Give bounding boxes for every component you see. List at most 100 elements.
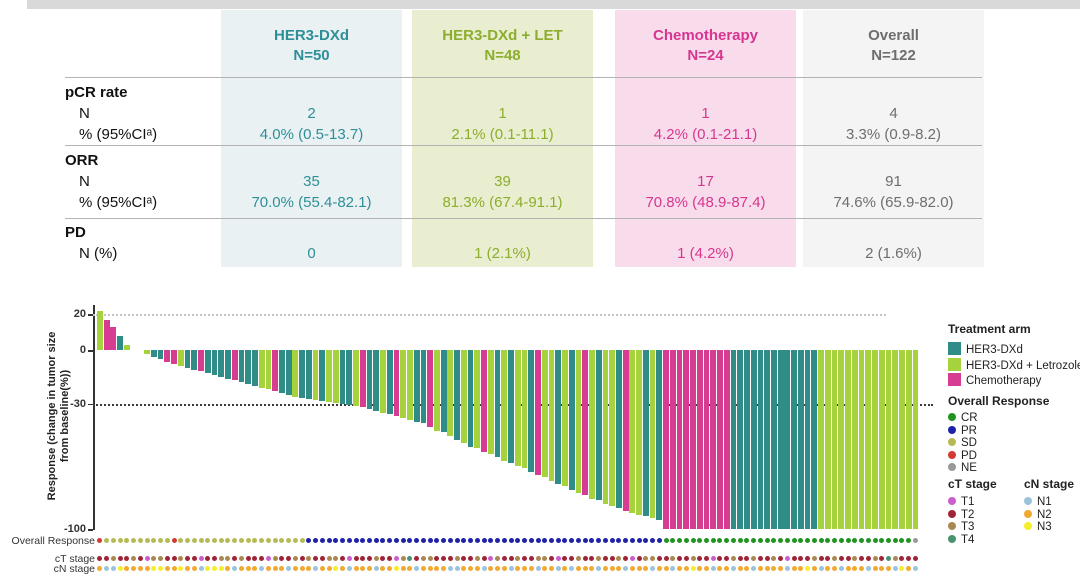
track-dot bbox=[481, 538, 487, 543]
track-dot bbox=[387, 556, 393, 561]
track-dot bbox=[616, 556, 622, 561]
y-tick-label: -100 bbox=[63, 523, 86, 535]
track-dot bbox=[272, 556, 278, 561]
track-dot bbox=[629, 566, 635, 571]
track-dot bbox=[764, 556, 770, 561]
track-dot bbox=[137, 556, 143, 561]
track-dot bbox=[582, 566, 588, 571]
track-dot bbox=[306, 538, 312, 543]
waterfall-bar bbox=[575, 350, 582, 494]
waterfall-bar bbox=[434, 350, 440, 431]
waterfall-bar bbox=[420, 350, 427, 424]
section-label-row: ORR bbox=[65, 150, 982, 171]
legend-item-T4: T4 bbox=[948, 534, 974, 547]
track-dot bbox=[131, 556, 137, 561]
track-dot bbox=[912, 538, 918, 543]
track-dot bbox=[346, 538, 352, 543]
track-dot bbox=[663, 538, 669, 543]
track-dot bbox=[495, 566, 501, 571]
legend-title-overall-response: Overall Response bbox=[948, 394, 1050, 408]
track-dot bbox=[447, 538, 453, 543]
track-dot bbox=[798, 538, 804, 543]
track-dot bbox=[838, 556, 844, 561]
track-dot bbox=[340, 538, 346, 543]
track-dot bbox=[313, 538, 319, 543]
waterfall-bar bbox=[413, 350, 420, 422]
track-dot bbox=[535, 556, 541, 561]
y-tick-label: -30 bbox=[70, 397, 86, 410]
track-dot bbox=[885, 566, 891, 571]
y-axis-label-line2: from baseline(%)) bbox=[59, 369, 71, 463]
track-dot bbox=[778, 566, 784, 571]
waterfall-bar bbox=[872, 350, 878, 529]
waterfall-bar bbox=[319, 350, 326, 401]
track-dot bbox=[751, 538, 757, 543]
waterfall-bar bbox=[649, 350, 656, 519]
track-dot bbox=[481, 556, 487, 561]
waterfall-bar bbox=[656, 350, 663, 521]
cell-value: 2 bbox=[307, 105, 316, 122]
waterfall-bar bbox=[454, 350, 461, 440]
waterfall-bar bbox=[791, 350, 798, 529]
track-dot bbox=[616, 566, 622, 571]
track-dot bbox=[771, 538, 777, 543]
legend-swatch-icon bbox=[948, 357, 961, 371]
section-label: PD bbox=[65, 224, 86, 241]
track-dot bbox=[441, 556, 447, 561]
waterfall-bar bbox=[899, 350, 905, 529]
track-dot bbox=[326, 556, 332, 561]
column-bg-overall bbox=[803, 10, 984, 267]
track-dot bbox=[852, 538, 858, 543]
track-dot bbox=[151, 556, 157, 561]
track-dot bbox=[636, 566, 642, 571]
waterfall-bar bbox=[97, 310, 103, 350]
column-header-overall: Overall N=122 bbox=[803, 26, 984, 66]
track-dot bbox=[481, 566, 487, 571]
waterfall-bar bbox=[373, 350, 380, 411]
track-dot bbox=[387, 566, 393, 571]
track-dot bbox=[697, 538, 703, 543]
waterfall-bar bbox=[487, 350, 494, 454]
track-dot bbox=[865, 556, 871, 561]
cell-value: 1 (4.2%) bbox=[677, 245, 734, 262]
cell-value: 91 bbox=[885, 173, 902, 190]
track-dot bbox=[286, 538, 292, 543]
waterfall-bar bbox=[838, 350, 845, 529]
track-dot bbox=[643, 566, 649, 571]
column-bg-chemotherapy bbox=[615, 10, 796, 267]
legend-dot-icon bbox=[948, 534, 956, 543]
track-dot bbox=[596, 566, 602, 571]
track-dot bbox=[501, 566, 507, 571]
track-dot bbox=[151, 566, 157, 571]
track-dot bbox=[548, 538, 554, 543]
track-dot bbox=[414, 556, 420, 561]
legend-title-ct-stage: cT stage bbox=[948, 477, 997, 491]
section-label: ORR bbox=[65, 152, 99, 169]
y-axis-label-line1: Response (change in tumor size bbox=[46, 331, 58, 501]
track-dot bbox=[697, 566, 703, 571]
cell-value: 4 bbox=[889, 105, 898, 122]
cell-value: 70.8% (48.9-87.4) bbox=[645, 194, 766, 211]
waterfall-bar bbox=[528, 350, 535, 472]
track-dot bbox=[178, 538, 184, 543]
track-dot bbox=[643, 556, 649, 561]
track-dot bbox=[791, 556, 797, 561]
track-dot bbox=[609, 556, 615, 561]
track-dot bbox=[232, 538, 238, 543]
track-dot bbox=[488, 556, 494, 561]
waterfall-bar bbox=[797, 350, 804, 529]
track-dot bbox=[575, 566, 581, 571]
waterfall-bar bbox=[157, 350, 164, 359]
track-dot bbox=[582, 538, 588, 543]
cell-value: 35 bbox=[303, 173, 320, 190]
track-dot bbox=[461, 566, 467, 571]
track-dot bbox=[805, 538, 811, 543]
track-dot bbox=[798, 566, 804, 571]
section-label: pCR rate bbox=[65, 84, 128, 101]
track-dot bbox=[218, 556, 224, 561]
track-dot bbox=[548, 556, 554, 561]
waterfall-bar bbox=[730, 350, 737, 529]
track-dot bbox=[434, 538, 440, 543]
track-dot bbox=[609, 566, 615, 571]
